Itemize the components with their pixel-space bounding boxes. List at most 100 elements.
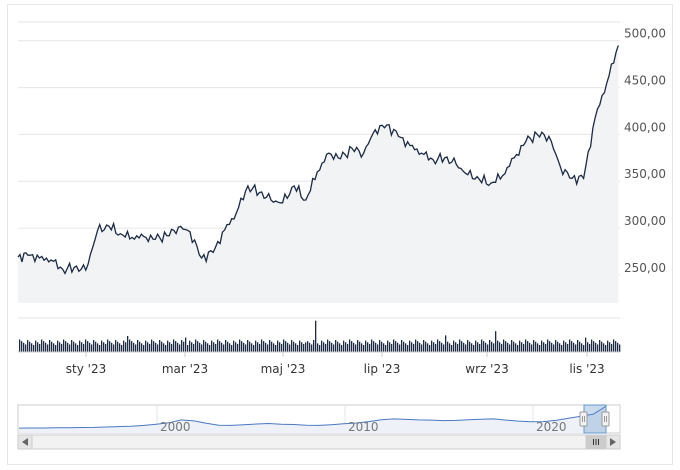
volume-bar [201,344,203,352]
volume-bar [143,345,145,352]
volume-bar [121,345,123,352]
volume-bar [417,341,419,352]
volume-bar [401,340,403,352]
volume-bar [283,339,285,352]
volume-bar [481,339,483,352]
volume-bar [235,342,237,352]
navigator-right-handle[interactable] [601,411,610,427]
navigator-left-handle[interactable] [579,411,588,427]
volume-bar [607,340,609,352]
volume-bar [429,345,431,352]
volume-bar [193,343,195,352]
volume-bar [303,343,305,352]
volume-bar [277,340,279,352]
volume-bar [449,343,451,352]
volume-bar [389,342,391,352]
volume-bar [39,343,41,352]
volume-bar [161,341,163,352]
volume-bar [363,345,365,352]
volume-bar [61,343,63,352]
x-tick-label: sty '23 [66,362,106,376]
volume-bar [431,340,433,352]
y-tick-label: 400,00 [624,120,666,134]
volume-bar [559,343,561,352]
price-line [17,45,619,275]
volume-bar [515,343,517,352]
volume-bar [209,345,211,352]
volume-bar [399,344,401,352]
volume-bar [87,341,89,352]
volume-bar [605,345,607,352]
volume-bar [43,341,45,352]
volume-bar [151,339,153,352]
volume-bar [281,343,283,352]
volume-bar [249,341,251,352]
volume-bar [423,340,425,352]
volume-bar [407,345,409,352]
volume-bar [447,341,449,352]
volume-bar [443,344,445,352]
volume-bar [377,344,379,352]
volume-bar [265,342,267,352]
volume-bar [117,341,119,352]
volume-bar [517,345,519,352]
x-tick-label: wrz '23 [465,362,508,376]
volume-bar [617,342,619,352]
volume-bars [19,320,621,352]
volume-bar [489,340,491,352]
volume-bar [269,340,271,352]
volume-bar [523,343,525,352]
volume-bar [551,342,553,352]
volume-bar [335,340,337,352]
volume-bar [593,341,595,352]
volume-bar [271,341,273,352]
navigator-area [19,406,606,433]
volume-bar [251,343,253,352]
x-tick-label: mar '23 [162,362,208,376]
volume-bar [73,341,75,352]
volume-bar [505,341,507,352]
volume-bar [171,343,173,352]
volume-bar [69,344,71,352]
volume-bar [191,342,193,352]
volume-bar [493,343,495,352]
volume-bar [439,341,441,352]
volume-bar [549,341,551,352]
volume-bar [347,343,349,352]
volume-bar [465,344,467,352]
volume-bar [53,343,55,352]
navigator-label: 2010 [348,420,379,434]
volume-bar [501,343,503,352]
volume-bar [243,342,245,352]
volume-bar [49,340,51,352]
volume-bar [147,342,149,352]
volume-bar [263,341,265,352]
volume-bar [537,343,539,352]
volume-bar [619,344,621,352]
volume-bar [21,341,23,352]
volume-bar [539,345,541,352]
volume-bar [491,341,493,352]
volume-bar [279,342,281,352]
volume-bar [289,344,291,352]
volume-bar [23,342,25,352]
volume-bar [169,342,171,352]
volume-bar [239,339,241,352]
volume-bar [561,345,563,352]
volume-bar [119,343,121,352]
volume-bar [145,340,147,352]
volume-bar [293,341,295,352]
volume-bar [125,342,127,352]
volume-bar [321,340,323,352]
volume-bar [199,342,201,352]
x-tick-label: lis '23 [569,362,604,376]
volume-bar [461,341,463,352]
volume-bar [157,344,159,352]
volume-bar [77,345,79,352]
volume-bar [101,340,103,352]
volume-bar [495,331,497,352]
volume-bar [19,339,21,352]
scrollbar-track[interactable] [17,434,621,450]
volume-bar [223,344,225,352]
volume-bar [107,339,109,352]
